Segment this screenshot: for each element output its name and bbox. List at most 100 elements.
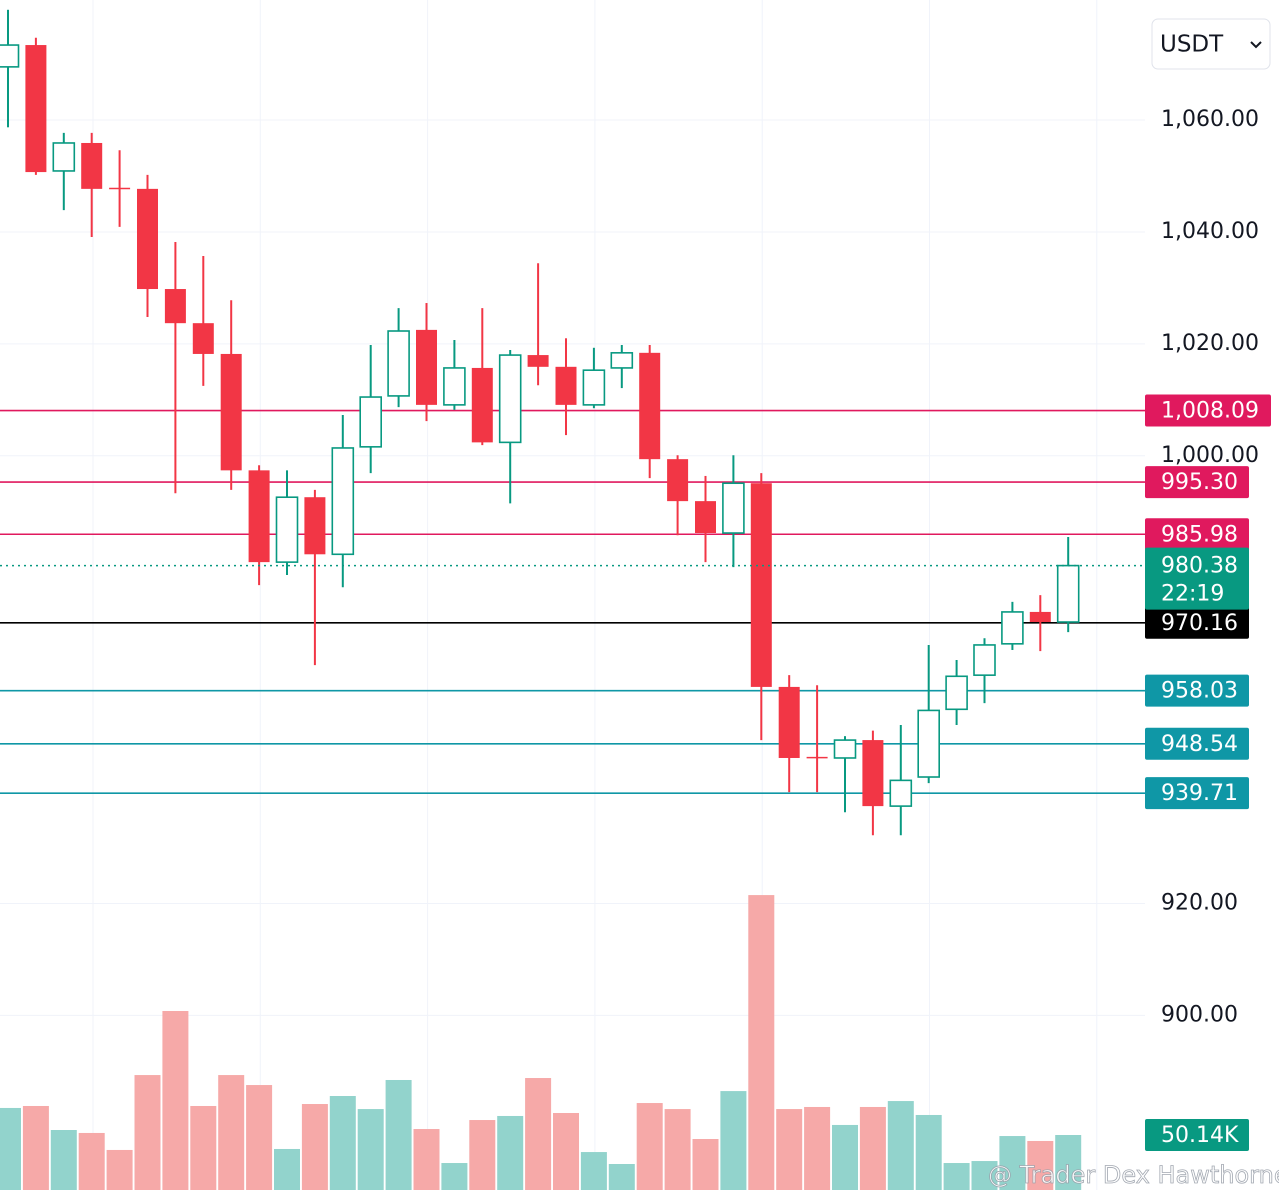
price-tag [1145,674,1249,707]
volume-bar [246,1085,273,1190]
candle-body [917,709,941,778]
volume-bar [469,1120,496,1190]
candle-body [331,447,355,556]
volume-bar [274,1148,300,1190]
volume-tag [1145,1119,1249,1152]
volume-bar [22,1105,49,1190]
volume-bar [441,1163,468,1190]
reference-tag-label: 970.16 [1161,611,1238,636]
volume-bar [78,1132,105,1190]
candle-body [109,187,131,190]
volume-bar [999,1136,1026,1190]
price-tag-label: 985.98 [1161,522,1238,547]
candle-body [359,396,383,448]
volume-bar [664,1109,691,1190]
current-price-tag [1145,547,1249,610]
volume-bar [413,1129,440,1190]
volume-bar [580,1152,607,1190]
countdown: 22:19 [1161,582,1224,607]
y-tick-label: 1,040.00 [1161,219,1259,244]
candle-body [81,142,103,189]
volume-bar [329,1096,356,1190]
price-tag [1145,394,1271,427]
candle-body [1001,611,1024,645]
volume-bar [497,1115,524,1190]
candle-body [667,459,689,502]
volume-bar [859,1106,886,1190]
dropdown-arrow [1250,41,1262,49]
candle-body [387,330,410,397]
currency: USDT [1160,32,1224,58]
candle-body [639,352,661,460]
candle-body [527,355,549,367]
current-price-label: 980.38 [1161,554,1238,579]
candle-body [25,45,47,173]
volume-bar [1027,1140,1054,1190]
volume-bar [301,1104,328,1190]
candle-body [610,352,634,369]
candle-body [52,142,76,172]
price-tag [1145,777,1249,810]
volume-bar [553,1113,579,1190]
volume-bar [134,1075,161,1190]
volume-bar [162,1011,189,1190]
candle-body [945,675,968,711]
volume-bar [608,1164,635,1190]
watermark: @ Trader Dex Hawthorne [988,1161,1279,1189]
candle-body [471,367,493,443]
volume-bar [943,1163,970,1190]
volume-bar [720,1091,747,1190]
volume-bar [357,1109,384,1190]
volume-bar [1055,1135,1082,1190]
currency-select[interactable] [1151,18,1271,70]
candle-body [0,44,20,68]
candle-body [275,496,299,563]
price-tag [1145,518,1249,551]
volume-bar [748,895,775,1190]
candle-body [164,289,186,324]
candle-body [192,323,214,354]
y-tick-label: 1,060.00 [1161,107,1259,132]
volume-bar [832,1124,858,1190]
candle-body [555,366,577,405]
volume-bar [887,1101,914,1190]
candle-body [1029,611,1051,623]
candle-body [582,369,606,406]
candle-body [498,354,522,444]
volume-bar [804,1106,831,1190]
candle-body [137,188,158,290]
y-tick-label: 920.00 [1161,890,1238,915]
candle-body [722,482,745,534]
candle-body [889,779,913,807]
candle-body [248,470,270,563]
volume-bar [385,1079,412,1190]
price-tag [1145,606,1249,639]
price-tag-label: 958.03 [1161,679,1238,704]
y-tick-label: 900.00 [1161,1002,1238,1027]
candle-body [778,686,800,758]
price-tag-label: 995.30 [1161,470,1238,495]
volume-bar [525,1078,552,1190]
price-tag [1145,727,1249,760]
candle-body [220,353,242,471]
price-tag-label: 948.54 [1161,732,1238,757]
volume-bar [915,1114,942,1190]
candle-body [695,501,716,534]
volume-bar [0,1107,21,1190]
volume-bar [50,1130,77,1190]
candle-body [443,367,466,406]
y-tick-label: 1,000.00 [1161,443,1259,468]
y-tick-label: 1,020.00 [1161,331,1259,356]
candle-body [862,740,884,807]
price-tag-label: 939.71 [1161,781,1238,806]
candle-body [833,739,857,759]
volume-bar [692,1139,719,1190]
candle-body [1056,564,1080,623]
candle-body [750,483,772,687]
volume-bar [218,1075,245,1190]
candle-body [806,756,828,759]
volume-bar [190,1105,217,1190]
volume-bar [106,1149,133,1190]
volume-bar [971,1161,998,1190]
